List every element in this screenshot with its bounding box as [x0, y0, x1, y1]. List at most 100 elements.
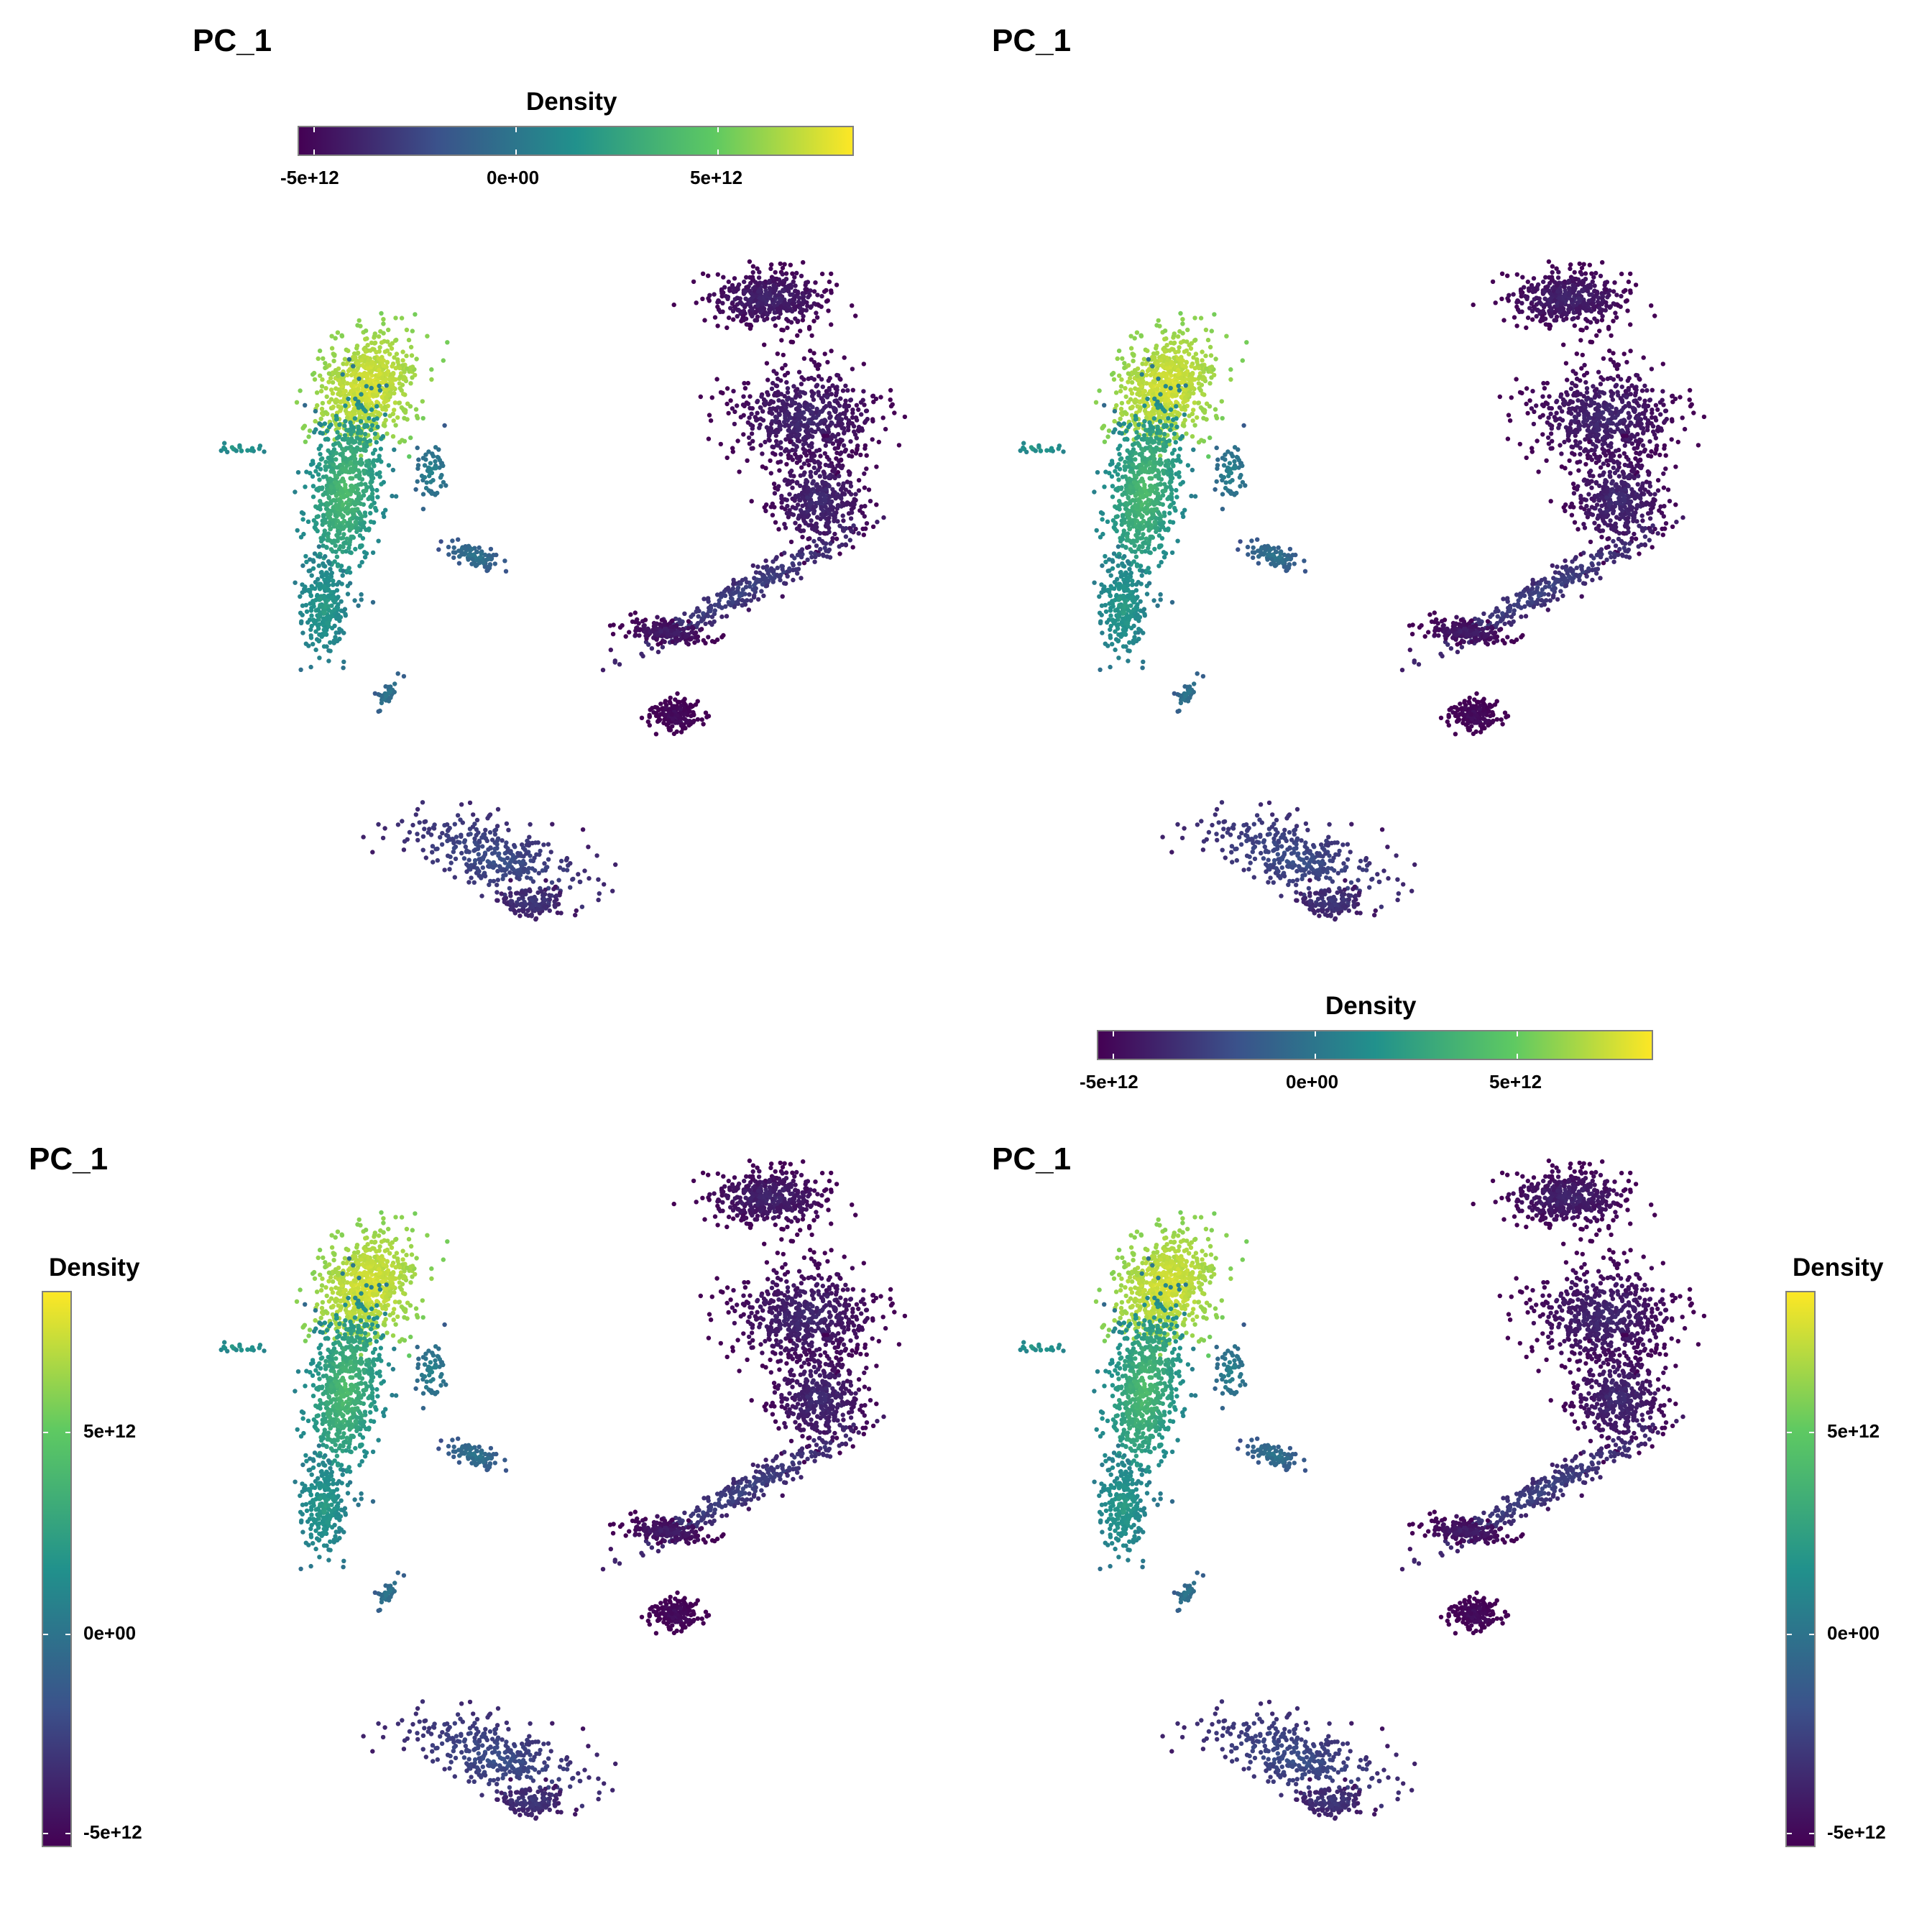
cell-point: [328, 476, 333, 482]
cell-point: [474, 866, 479, 871]
cell-point: [832, 467, 837, 472]
cell-point: [298, 667, 303, 672]
cell-point: [719, 635, 724, 640]
cell-point: [401, 392, 406, 397]
cell-point: [520, 894, 525, 899]
cell-point: [838, 458, 844, 463]
cell-point: [319, 384, 325, 389]
cell-point: [336, 391, 341, 397]
cell-point: [463, 546, 469, 552]
cell-point: [323, 517, 328, 523]
cell-point: [674, 729, 679, 735]
cell-point: [793, 316, 798, 321]
cell-point: [333, 498, 338, 503]
cell-point: [408, 435, 413, 441]
cell-point: [336, 441, 341, 446]
cell-point: [491, 860, 497, 865]
cell-point: [310, 372, 316, 377]
cell-point: [361, 493, 367, 498]
cell-point: [477, 555, 482, 560]
cell-point: [392, 400, 398, 405]
cell-point: [740, 578, 745, 583]
cell-point: [503, 569, 509, 574]
cell-point: [748, 275, 753, 280]
cell-point: [748, 584, 753, 589]
cell-point: [359, 461, 365, 466]
cell-point: [799, 528, 804, 533]
cell-point: [767, 438, 772, 443]
cell-point: [472, 836, 477, 842]
cell-point: [840, 525, 845, 531]
cell-point: [832, 475, 837, 481]
cell-point: [442, 423, 447, 428]
cell-point: [374, 404, 380, 409]
cell-point: [492, 828, 497, 834]
cell-point: [335, 465, 340, 470]
cell-point: [487, 882, 492, 888]
cell-point: [1206, 454, 1211, 459]
cell-point: [386, 463, 392, 468]
cell-point: [415, 445, 420, 451]
cell-point: [380, 433, 386, 439]
cell-point: [377, 387, 383, 393]
cell-point: [655, 632, 660, 638]
cell-point: [335, 564, 341, 569]
cell-point: [684, 718, 689, 723]
cell-point: [787, 428, 793, 434]
cell-point: [836, 432, 841, 437]
cell-point: [810, 405, 815, 410]
cell-point: [326, 620, 331, 626]
cell-point: [801, 461, 807, 466]
cell-point: [756, 275, 762, 280]
cell-point: [804, 280, 809, 285]
cell-point: [355, 351, 360, 356]
cell-point: [868, 499, 873, 504]
cell-point: [608, 648, 613, 653]
cell-point: [742, 592, 748, 597]
cell-point: [700, 271, 706, 276]
cell-point: [744, 275, 749, 280]
cell-point: [313, 469, 318, 474]
cell-point: [456, 537, 461, 542]
cell-point: [847, 489, 852, 494]
cell-point: [323, 467, 328, 472]
cell-point: [819, 538, 825, 544]
cell-point: [381, 331, 386, 336]
cell-point: [807, 293, 812, 298]
cell-point: [834, 438, 840, 443]
cell-point: [848, 502, 853, 507]
cell-point: [829, 271, 834, 277]
cell-point: [451, 550, 456, 555]
cell-point: [1198, 316, 1204, 321]
cell-point: [1141, 395, 1146, 400]
cell-point: [668, 628, 674, 633]
cell-point: [504, 840, 509, 845]
cell-point: [400, 358, 405, 363]
cell-point: [352, 598, 357, 603]
cell-point: [399, 316, 405, 321]
cell-point: [818, 546, 823, 552]
cell-point: [346, 456, 351, 462]
cell-point: [753, 570, 759, 575]
cell-point: [764, 502, 769, 507]
cell-point: [323, 365, 328, 371]
cell-point: [788, 439, 793, 445]
cell-point: [354, 527, 360, 532]
cell-point: [358, 419, 364, 424]
cell-point: [761, 593, 766, 599]
point-layer: [1018, 259, 1707, 922]
cell-point: [796, 552, 801, 558]
cell-point: [472, 822, 477, 827]
cell-point: [861, 362, 867, 367]
cell-point: [353, 546, 358, 552]
cell-point: [793, 395, 799, 400]
cell-point: [864, 466, 869, 472]
cell-point: [341, 467, 346, 472]
cell-point: [375, 494, 380, 500]
cell-point: [756, 289, 761, 294]
cell-point: [829, 434, 834, 440]
cell-point: [806, 544, 811, 549]
cell-point: [409, 353, 415, 358]
cell-point: [428, 479, 433, 484]
cell-point: [778, 261, 783, 267]
